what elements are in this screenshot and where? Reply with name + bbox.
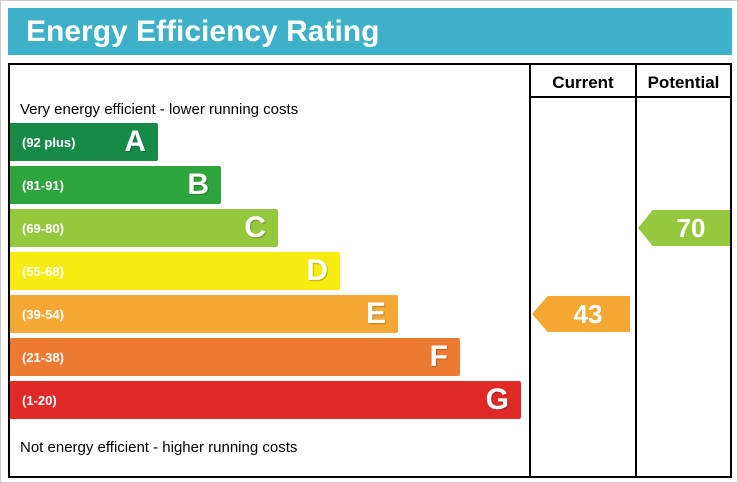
band-row-d: (55-68) D bbox=[10, 252, 340, 290]
band-letter: F bbox=[429, 340, 448, 373]
chart-area: Current Potential Very energy efficient … bbox=[8, 63, 732, 478]
band-row-b: (81-91) B bbox=[10, 166, 221, 204]
top-caption: Very energy efficient - lower running co… bbox=[20, 101, 299, 118]
potential-rating-arrow: 70 bbox=[638, 210, 730, 246]
band-range: (55-68) bbox=[22, 263, 64, 279]
band-row-c: (69-80) C bbox=[10, 209, 278, 247]
potential-column-header: Potential bbox=[647, 73, 720, 92]
band-row-a: (92 plus) A bbox=[10, 123, 158, 161]
band-row-f: (21-38) F bbox=[10, 338, 460, 376]
band-range: (69-80) bbox=[22, 220, 64, 236]
band-row-g: (1-20) G bbox=[10, 381, 521, 419]
band-row-e: (39-54) E bbox=[10, 295, 398, 333]
page-title: Energy Efficiency Rating bbox=[26, 14, 380, 48]
band-letter: D bbox=[306, 254, 328, 287]
band-letter: E bbox=[365, 297, 386, 330]
band-range: (81-91) bbox=[22, 177, 64, 193]
band-letter: B bbox=[187, 168, 209, 201]
potential-rating-value: 70 bbox=[676, 212, 706, 243]
potential-column-divider bbox=[635, 65, 637, 476]
band-range: (39-54) bbox=[22, 306, 64, 322]
current-rating-arrow: 43 bbox=[532, 296, 630, 332]
band-letter: G bbox=[485, 383, 509, 416]
band-letter: C bbox=[244, 211, 266, 244]
current-rating-value: 43 bbox=[573, 298, 603, 329]
band-range: (92 plus) bbox=[22, 134, 76, 150]
header-underline bbox=[529, 96, 730, 98]
title-bar: Energy Efficiency Rating bbox=[8, 8, 732, 55]
band-range: (21-38) bbox=[22, 349, 64, 365]
bands-container: (92 plus) A (81-91) B (69-80) C (55-68) … bbox=[10, 123, 521, 424]
bottom-caption: Not energy efficient - higher running co… bbox=[20, 439, 298, 456]
current-column-divider bbox=[529, 65, 531, 476]
current-column-header: Current bbox=[552, 73, 614, 92]
band-letter: A bbox=[124, 125, 146, 158]
band-range: (1-20) bbox=[22, 392, 57, 408]
